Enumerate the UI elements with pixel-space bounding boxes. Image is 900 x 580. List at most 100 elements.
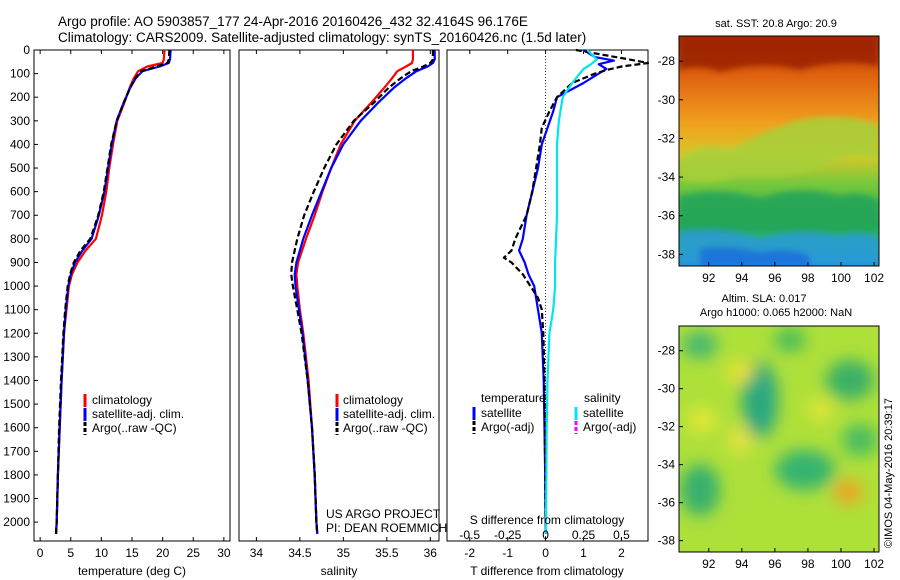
depth-tick-label: 800 bbox=[10, 232, 30, 246]
sla-map-axes: 92 94 96 98 100 102 -28 -30 -32 -34 -36 -38 bbox=[658, 344, 885, 571]
difference-profiles bbox=[502, 48, 650, 534]
x-tick-label: -1 bbox=[502, 546, 513, 560]
project-annotation: US ARGO PROJECT bbox=[326, 507, 441, 521]
temperature-profiles bbox=[54, 49, 172, 534]
x-tick-label: 35.5 bbox=[375, 546, 399, 560]
x-tick-label: 10 bbox=[95, 546, 109, 560]
profile-line bbox=[293, 50, 436, 534]
difference-panel: -2 -1 0 1 2 S difference from climatology -0… bbox=[446, 48, 650, 578]
map-y-tick-label: -32 bbox=[658, 420, 676, 434]
sla-heatmap bbox=[679, 326, 879, 552]
x-tick-label: 25 bbox=[187, 546, 201, 560]
legend-label-argo: Argo(..raw -QC) bbox=[92, 421, 177, 435]
legend-label-satellite: satellite-adj. clim. bbox=[92, 407, 184, 421]
salinity-x-axis: 34 34.5 35 35.5 36 bbox=[250, 50, 438, 560]
map-y-tick-label: -38 bbox=[658, 534, 676, 548]
profile-line bbox=[544, 49, 598, 534]
map-y-tick-label: -34 bbox=[658, 170, 676, 184]
profile-line bbox=[290, 50, 434, 534]
depth-tick-label: 1800 bbox=[3, 468, 30, 482]
legend-heading-temperature: temperature bbox=[481, 391, 546, 405]
depth-tick-label: 600 bbox=[10, 185, 30, 199]
legend-label-temp-satellite: satellite bbox=[481, 406, 522, 420]
salinity-axes-frame bbox=[238, 49, 440, 542]
sst-map-title: sat. SST: 20.8 Argo: 20.9 bbox=[715, 18, 837, 30]
legend-label-sal-argo: Argo(-adj) bbox=[583, 420, 636, 434]
sla-map-frame bbox=[678, 325, 880, 553]
x-tick-label: 36 bbox=[424, 546, 438, 560]
sst-heatmap bbox=[679, 36, 879, 266]
sst-map-frame bbox=[678, 35, 880, 267]
depth-tick-label: 900 bbox=[10, 255, 30, 269]
depth-tick-label: 2000 bbox=[3, 515, 30, 529]
temperature-axes-frame bbox=[33, 49, 231, 542]
title-line-2: Climatology: CARS2009. Satellite-adjuste… bbox=[58, 30, 586, 45]
salinity-legend: climatology satellite-adj. clim. Argo(..… bbox=[335, 393, 435, 435]
x-tick-label: 2 bbox=[618, 546, 625, 560]
profile-line bbox=[54, 49, 171, 534]
legend-label-climatology: climatology bbox=[92, 393, 152, 407]
temperature-legend: climatology satellite-adj. clim. Argo(..… bbox=[83, 393, 184, 435]
temperature-panel: 0100200300400500600700800900100011001200… bbox=[3, 43, 231, 578]
depth-tick-label: 1100 bbox=[4, 303, 30, 317]
map-x-tick-label: 100 bbox=[831, 557, 851, 571]
depth-tick-label: 100 bbox=[10, 67, 30, 81]
s-difference-tick-labels: -0.5 -0.25 0 0.25 0.5 bbox=[459, 528, 630, 542]
legend-label-temp-argo: Argo(-adj) bbox=[481, 420, 534, 434]
sla-map-panel: Altim. SLA: 0.017 Argo h1000: 0.065 h200… bbox=[658, 293, 885, 571]
x-tick-label: 30 bbox=[217, 546, 231, 560]
x-tick-label: 15 bbox=[125, 546, 139, 560]
map-y-tick-label: -30 bbox=[658, 93, 676, 107]
sla-map-title-2: Argo h1000: 0.065 h2000: NaN bbox=[700, 307, 852, 319]
map-y-tick-label: -36 bbox=[658, 209, 676, 223]
s-tick-label: 0.5 bbox=[613, 528, 630, 542]
temperature-x-axis: 0 5 10 15 20 25 30 bbox=[37, 50, 231, 560]
depth-tick-label: 300 bbox=[10, 114, 30, 128]
depth-tick-label: 1500 bbox=[3, 397, 30, 411]
map-y-tick-label: -36 bbox=[658, 496, 676, 510]
map-y-tick-label: -30 bbox=[658, 382, 676, 396]
map-y-tick-label: -32 bbox=[658, 131, 676, 145]
depth-tick-label: 500 bbox=[10, 161, 30, 175]
pi-annotation: PI: DEAN ROEMMICH bbox=[326, 521, 447, 535]
profile-line bbox=[502, 48, 650, 534]
map-x-tick-label: 96 bbox=[768, 271, 782, 285]
salinity-x-label: salinity bbox=[321, 564, 358, 578]
salinity-profiles bbox=[290, 50, 436, 534]
salinity-panel: 34 34.5 35 35.5 36 salinity climatology sate… bbox=[238, 49, 447, 578]
depth-tick-label: 700 bbox=[10, 208, 30, 222]
legend-label-sal-satellite: satellite bbox=[583, 406, 624, 420]
t-difference-x-label: T difference from climatology bbox=[470, 564, 624, 578]
x-tick-label: 0 bbox=[37, 546, 44, 560]
profile-line bbox=[54, 49, 166, 534]
map-x-tick-label: 96 bbox=[768, 557, 782, 571]
x-tick-label: 35 bbox=[337, 546, 351, 560]
map-x-tick-label: 92 bbox=[702, 557, 716, 571]
map-x-tick-label: 98 bbox=[801, 557, 815, 571]
profile-line bbox=[54, 49, 172, 534]
depth-tick-label: 0 bbox=[23, 43, 30, 57]
map-x-tick-label: 92 bbox=[702, 271, 716, 285]
map-x-tick-label: 98 bbox=[801, 271, 815, 285]
temperature-x-label: temperature (deg C) bbox=[78, 564, 186, 578]
depth-tick-label: 1200 bbox=[3, 326, 30, 340]
x-tick-label: 34 bbox=[250, 546, 264, 560]
map-x-tick-label: 94 bbox=[735, 557, 749, 571]
title-line-1: Argo profile: AO 5903857_177 24-Apr-2016… bbox=[58, 14, 528, 29]
x-tick-label: 0 bbox=[542, 546, 549, 560]
map-x-tick-label: 100 bbox=[831, 271, 851, 285]
s-difference-label: S difference from climatology bbox=[470, 513, 625, 527]
map-x-tick-label: 102 bbox=[864, 557, 884, 571]
x-tick-label: 34.5 bbox=[288, 546, 312, 560]
legend-label-climatology: climatology bbox=[343, 393, 403, 407]
map-x-tick-label: 94 bbox=[735, 271, 749, 285]
depth-axis: 0 100 200 300 400 500 600 700 800 900 1000 1100 1200… bbox=[3, 43, 38, 529]
s-tick-label: 0 bbox=[542, 528, 549, 542]
map-y-tick-label: -38 bbox=[658, 247, 676, 261]
depth-tick-label: 400 bbox=[10, 137, 30, 151]
map-y-tick-label: -34 bbox=[658, 458, 676, 472]
sst-map-panel: sat. SST: 20.8 Argo: 20.9 92 94 96 98 100 102… bbox=[658, 18, 885, 285]
map-y-tick-label: -28 bbox=[658, 344, 676, 358]
legend-label-argo: Argo(..raw -QC) bbox=[343, 421, 428, 435]
s-tick-label: -0.5 bbox=[459, 528, 480, 542]
